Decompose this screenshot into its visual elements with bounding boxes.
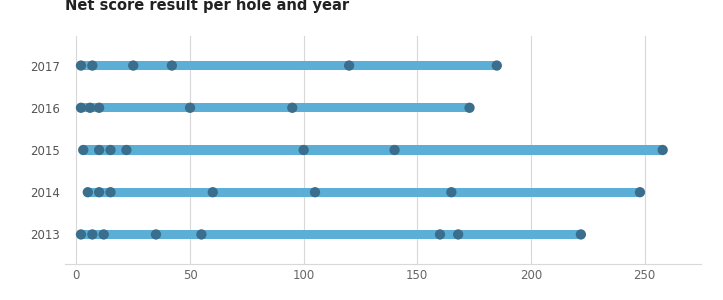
Point bbox=[85, 105, 96, 110]
Point bbox=[166, 63, 178, 68]
Point bbox=[75, 63, 87, 68]
Bar bbox=[83, 146, 663, 154]
Bar bbox=[81, 61, 497, 70]
Point bbox=[463, 105, 475, 110]
Point bbox=[98, 232, 109, 237]
Point bbox=[286, 105, 298, 110]
Point bbox=[150, 232, 162, 237]
Point bbox=[389, 148, 401, 152]
Point bbox=[87, 232, 98, 237]
Point bbox=[309, 190, 321, 195]
Point bbox=[435, 232, 446, 237]
Point bbox=[491, 63, 502, 68]
Bar bbox=[81, 103, 469, 112]
Point bbox=[82, 190, 93, 195]
Point bbox=[453, 232, 464, 237]
Point bbox=[184, 105, 196, 110]
Point bbox=[105, 148, 116, 152]
Text: Net score result per hole and year: Net score result per hole and year bbox=[65, 0, 349, 13]
Bar bbox=[87, 188, 640, 197]
Point bbox=[343, 63, 355, 68]
Point bbox=[298, 148, 309, 152]
Point bbox=[127, 63, 139, 68]
Point bbox=[75, 105, 87, 110]
Point bbox=[93, 190, 105, 195]
Point bbox=[657, 148, 669, 152]
Point bbox=[93, 148, 105, 152]
Point bbox=[207, 190, 218, 195]
Bar bbox=[81, 230, 581, 239]
Point bbox=[121, 148, 132, 152]
Point bbox=[575, 232, 586, 237]
Point bbox=[77, 148, 89, 152]
Point bbox=[445, 190, 457, 195]
Point bbox=[93, 105, 105, 110]
Point bbox=[75, 232, 87, 237]
Point bbox=[105, 190, 116, 195]
Point bbox=[196, 232, 208, 237]
Point bbox=[87, 63, 98, 68]
Point bbox=[634, 190, 646, 195]
